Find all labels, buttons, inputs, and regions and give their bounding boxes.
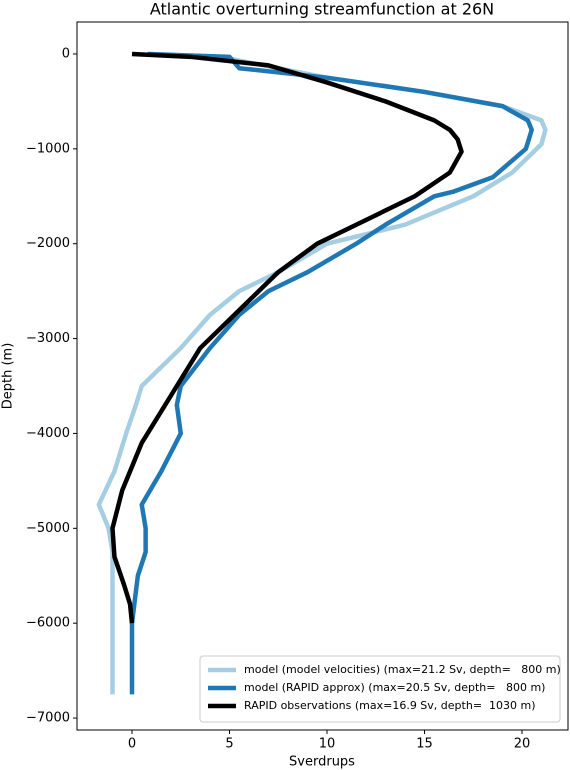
x-tick-label: 0 (128, 737, 136, 752)
legend-label: model (model velocities) (max=21.2 Sv, d… (244, 663, 561, 676)
legend-label: model (RAPID approx) (max=20.5 Sv, depth… (244, 681, 545, 694)
legend-box (199, 655, 561, 723)
y-axis-label: Depth (m) (1, 343, 16, 410)
series-line (129, 51, 534, 695)
series-line (96, 51, 548, 695)
x-tick-label: 10 (319, 737, 336, 752)
y-tick-label: 0 (62, 46, 70, 61)
plot-frame (76, 21, 569, 731)
y-tick-label: −7000 (26, 711, 70, 726)
series-line (110, 51, 464, 624)
chart-title: Atlantic overturning streamfunction at 2… (150, 0, 494, 19)
y-tick-label: −4000 (26, 426, 70, 441)
x-axis-label: Sverdrups (289, 755, 355, 770)
x-tick-label: 15 (416, 737, 433, 752)
y-tick-label: −2000 (26, 236, 70, 251)
y-tick-label: −5000 (26, 521, 70, 536)
y-tick-label: −3000 (26, 331, 70, 346)
y-tick-label: −6000 (26, 616, 70, 631)
y-tick-label: −1000 (26, 141, 70, 156)
x-tick-label: 5 (225, 737, 233, 752)
legend-label: RAPID observations (max=16.9 Sv, depth= … (244, 699, 536, 712)
x-tick-label: 20 (514, 737, 531, 752)
